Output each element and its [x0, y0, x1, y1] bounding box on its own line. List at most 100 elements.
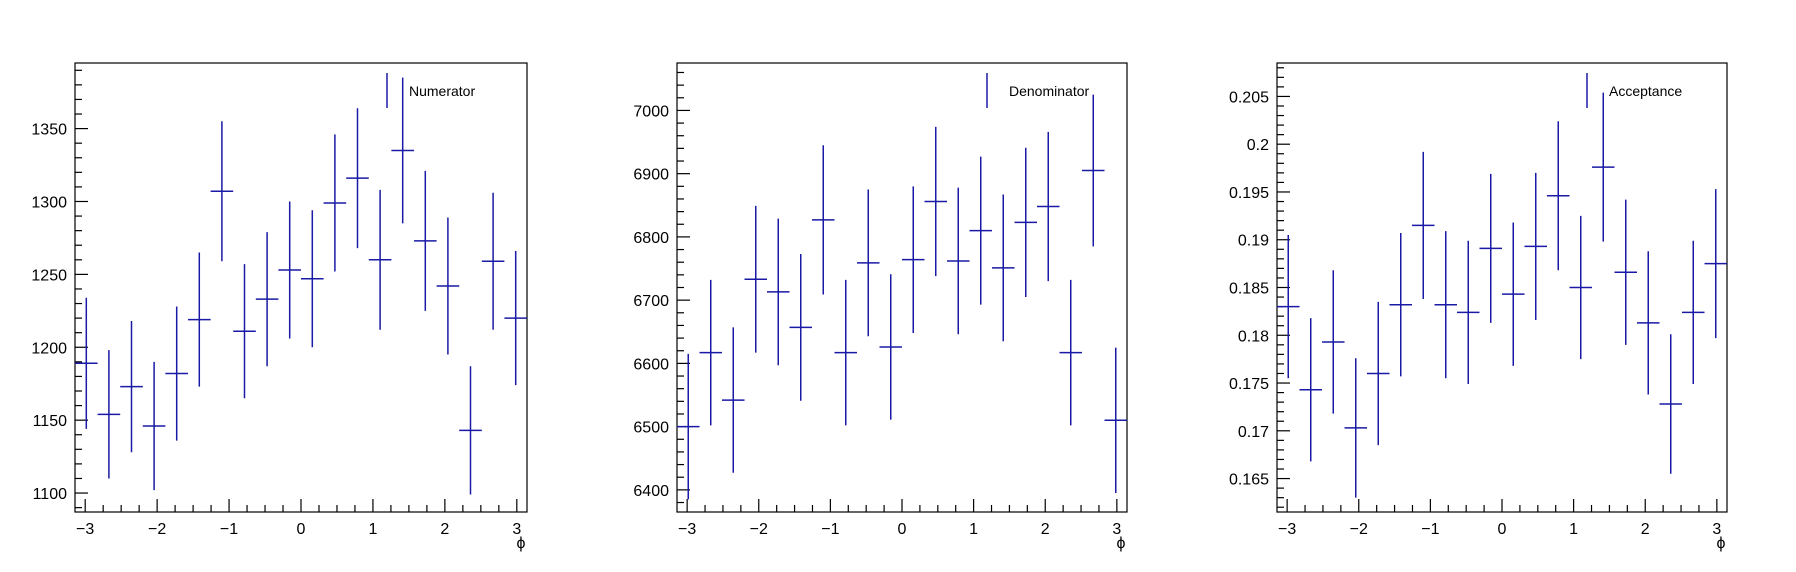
- x-tick-label: −3: [1278, 521, 1296, 538]
- data-point: [1502, 222, 1525, 366]
- y-tick-label: 1100: [33, 486, 68, 503]
- data-point: [789, 253, 813, 401]
- x-tick-label: −1: [220, 521, 238, 538]
- plot-frame: [1276, 62, 1728, 513]
- data-point: [1659, 334, 1682, 474]
- y-tick-label: 0.17: [1238, 424, 1269, 441]
- data-point: [165, 306, 188, 441]
- data-point: [75, 297, 98, 429]
- data-point: [278, 201, 301, 339]
- data-point: [1636, 251, 1660, 395]
- data-point: [210, 121, 234, 262]
- y-tick-label: 0.2: [1247, 137, 1269, 154]
- x-axis-title: ϕ: [1117, 535, 1126, 552]
- data-point: [301, 210, 324, 348]
- data-point: [947, 187, 970, 335]
- x-tick-label: 3: [1112, 521, 1121, 538]
- data-point: [699, 279, 722, 426]
- data-point: [1299, 318, 1322, 462]
- y-tick-label: 1150: [33, 413, 68, 430]
- data-point: [97, 350, 121, 479]
- data-point: [1479, 173, 1502, 323]
- x-tick-label: −2: [750, 521, 768, 538]
- data-point: [834, 279, 857, 426]
- plot-frame: [74, 62, 528, 513]
- x-tick-label: −3: [678, 521, 696, 538]
- x-axis-title: ϕ: [1717, 535, 1726, 552]
- x-tick-label: 1: [969, 521, 978, 538]
- y-tick-label: 0.175: [1229, 376, 1269, 393]
- x-tick-label: −1: [1421, 521, 1439, 538]
- y-tick-label: 0.165: [1229, 472, 1269, 489]
- y-tick-label: 1200: [31, 340, 67, 357]
- data-point: [1682, 240, 1705, 384]
- data-point: [1524, 172, 1547, 320]
- chart-panel-1: −3 −2 −1 0 1 2 3 1100 1150 1200 1250 1300 1350 ϕ Numer…: [31, 62, 528, 552]
- data-point: [766, 218, 790, 366]
- y-tick-label: 6700: [633, 293, 669, 310]
- x-tick-label: 0: [297, 521, 306, 538]
- y-tick-label: 6600: [633, 356, 669, 373]
- data-point: [677, 353, 700, 500]
- y-tick-label: 0.18: [1238, 328, 1269, 345]
- x-tick-label: −2: [148, 521, 166, 538]
- y-tick-label: 0.185: [1229, 281, 1269, 298]
- x-tick-label: 2: [1041, 521, 1050, 538]
- y-tick-label: 6800: [633, 230, 669, 247]
- data-point: [233, 264, 256, 399]
- data-point: [391, 77, 414, 224]
- data-point: [414, 170, 437, 311]
- data-point: [1411, 151, 1435, 299]
- chart-panel-3: −3 −2 −1 0 1 2 3 0.165 0.17 0.175 0.18 0.185 0.19 0.1…: [1229, 62, 1728, 552]
- x-tick-label: 3: [1712, 521, 1721, 538]
- data-point: [346, 108, 369, 249]
- data-point: [481, 192, 505, 330]
- data-point: [142, 361, 166, 491]
- data-point: [323, 134, 347, 272]
- data-point: [1457, 240, 1480, 384]
- y-tick-label: 7000: [633, 103, 669, 120]
- data-point: [120, 321, 143, 453]
- data-point: [1569, 215, 1593, 360]
- data-point: [1322, 270, 1345, 414]
- x-tick-label: 3: [512, 521, 521, 538]
- data-point: [811, 145, 835, 295]
- x-tick-label: 2: [1641, 521, 1650, 538]
- x-tick-label: −1: [821, 521, 839, 538]
- x-tick-label: −3: [76, 521, 94, 538]
- data-point: [879, 274, 902, 420]
- data-point: [1704, 189, 1727, 339]
- y-tick-label: 1300: [31, 194, 67, 211]
- data-point: [969, 156, 993, 305]
- data-point: [1591, 92, 1615, 242]
- data-point: [504, 251, 527, 386]
- x-tick-label: 1: [1569, 521, 1578, 538]
- x-tick-label: 2: [440, 521, 449, 538]
- data-point: [902, 186, 925, 334]
- plot-frame: [676, 62, 1128, 513]
- y-tick-label: 6900: [633, 167, 669, 184]
- y-tick-label: 1350: [31, 122, 67, 139]
- y-tick-label: 0.19: [1238, 233, 1269, 250]
- data-point: [991, 194, 1015, 342]
- legend-label: Acceptance: [1609, 83, 1682, 99]
- data-point: [436, 217, 460, 355]
- y-tick-label: 1250: [31, 267, 67, 284]
- data-point: [1366, 301, 1390, 446]
- data-point: [744, 205, 768, 353]
- y-tick-label: 0.205: [1229, 89, 1269, 106]
- x-tick-label: 0: [1498, 521, 1507, 538]
- data-point: [1614, 199, 1638, 345]
- chart-panel-2: −3 −2 −1 0 1 2 3 6400 6500 6600 6700 6800 6900 7000 ϕ D…: [633, 62, 1128, 552]
- x-tick-label: 0: [898, 521, 907, 538]
- data-point: [1036, 131, 1060, 282]
- y-tick-label: 0.195: [1229, 185, 1269, 202]
- y-tick-label: 6400: [633, 483, 669, 500]
- data-point: [1434, 231, 1457, 379]
- data-point: [1389, 233, 1413, 377]
- data-point: [368, 189, 392, 330]
- legend-label: Denominator: [1009, 83, 1089, 99]
- data-point: [857, 189, 880, 337]
- x-tick-label: 1: [368, 521, 377, 538]
